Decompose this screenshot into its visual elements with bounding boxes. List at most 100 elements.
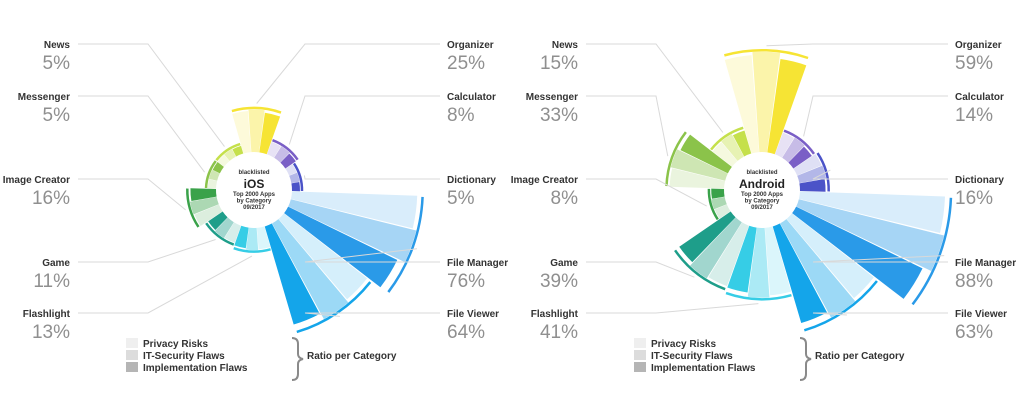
bar-game-security <box>214 217 234 239</box>
bar-dictionary-privacy <box>285 164 297 176</box>
bar-file-viewer-security <box>780 219 856 318</box>
bar-organizer-privacy <box>724 55 760 154</box>
bar-accent-game <box>674 249 726 291</box>
legend-swatch-implementation <box>126 362 138 372</box>
category-value-messenger: 33% <box>540 105 578 126</box>
category-value-flashlight: 13% <box>32 322 70 343</box>
category-label-flashlight: Flashlight <box>23 309 71 320</box>
leader-line-game <box>586 261 695 278</box>
bar-image-creator-privacy <box>194 204 223 226</box>
leader-line-game <box>78 239 216 263</box>
bar-organizer-implementation <box>767 59 807 155</box>
bar-file-viewer-privacy <box>786 213 874 299</box>
leader-line-organizer <box>256 43 440 104</box>
bar-news-privacy <box>712 142 738 167</box>
bar-organizer-security <box>752 51 781 153</box>
category-value-file-viewer: 64% <box>447 322 485 343</box>
bar-flashlight-implementation <box>727 225 757 293</box>
leader-line-news <box>78 43 225 147</box>
bar-messenger-implementation <box>212 161 224 174</box>
center-circle <box>726 154 798 226</box>
leader-line-flashlight <box>586 303 759 314</box>
bar-messenger-implementation <box>680 134 732 174</box>
center-title: Android <box>739 177 785 191</box>
center-line: 09/2017 <box>751 205 773 211</box>
legend-label-security: IT-Security Flaws <box>651 351 733 362</box>
bar-news-security <box>224 149 236 161</box>
category-value-image-creator: 16% <box>32 188 70 209</box>
leader-line-image-creator <box>78 178 186 211</box>
category-value-flashlight: 41% <box>540 322 578 343</box>
bar-accent-news <box>710 126 744 151</box>
category-label-messenger: Messenger <box>526 92 578 103</box>
center-line: by Category <box>237 199 272 205</box>
legend-label-privacy: Privacy Risks <box>651 339 716 350</box>
category-label-organizer: Organizer <box>447 40 494 51</box>
bar-messenger-security <box>670 149 728 181</box>
category-label-calculator: Calculator <box>447 92 496 103</box>
bar-file-manager-implementation <box>792 206 923 299</box>
category-value-dictionary: 16% <box>955 188 993 209</box>
legend-brace <box>291 337 304 381</box>
bar-image-creator-implementation <box>190 188 217 202</box>
category-label-file-manager: File Manager <box>447 258 508 269</box>
bar-accent-image-creator <box>707 188 719 221</box>
legend-label-implementation: Implementation Flaws <box>651 363 756 374</box>
category-value-organizer: 25% <box>447 53 485 74</box>
bar-file-viewer-security <box>272 219 349 320</box>
leader-line-news <box>586 43 724 133</box>
leader-line-organizer <box>766 43 948 47</box>
bar-flashlight-privacy <box>764 226 792 296</box>
category-value-calculator: 8% <box>447 105 475 126</box>
bar-organizer-security <box>248 109 265 153</box>
bar-accent-organizer <box>724 48 809 60</box>
legend-ios: Privacy Risks IT-Security Flaws Implemen… <box>126 337 397 381</box>
bar-accent-image-creator <box>186 188 200 228</box>
legend-swatch-privacy <box>126 338 138 348</box>
category-value-news: 5% <box>43 53 71 74</box>
bar-calculator-privacy <box>775 132 794 158</box>
bar-accent-news <box>215 142 241 162</box>
bar-game-privacy <box>708 222 749 287</box>
bar-messenger-privacy <box>207 179 218 189</box>
category-value-calculator: 14% <box>955 105 993 126</box>
bar-file-viewer-implementation <box>772 223 828 324</box>
center-line: 09/2017 <box>243 205 265 211</box>
category-label-news: News <box>552 40 579 51</box>
bar-organizer-privacy <box>232 111 252 154</box>
leader-line-file-viewer <box>812 312 948 316</box>
category-value-image-creator: 8% <box>551 188 579 209</box>
category-value-file-viewer: 63% <box>955 322 993 343</box>
bar-dictionary-privacy <box>793 154 822 176</box>
bar-image-creator-security <box>189 196 219 215</box>
bar-accent-file-manager <box>387 196 424 293</box>
category-label-news: News <box>44 40 71 51</box>
bar-news-privacy <box>217 154 230 167</box>
center-line: Top 2000 Apps <box>233 192 276 198</box>
category-label-file-viewer: File Viewer <box>447 309 499 320</box>
legend-ratio-label: Ratio per Category <box>815 351 905 362</box>
category-label-calculator: Calculator <box>955 92 1004 103</box>
category-label-game: Game <box>550 258 578 269</box>
bar-accent-dictionary <box>816 152 830 192</box>
bar-calculator-privacy <box>267 141 281 158</box>
leader-line-flashlight <box>78 255 253 314</box>
bar-calculator-security <box>274 146 290 163</box>
category-label-flashlight: Flashlight <box>531 309 579 320</box>
bar-accent-organizer <box>231 106 282 114</box>
category-value-dictionary: 5% <box>447 188 475 209</box>
category-label-file-manager: File Manager <box>955 258 1016 269</box>
category-label-game: Game <box>42 258 70 269</box>
bar-news-implementation <box>232 145 244 157</box>
bar-messenger-privacy <box>669 168 726 189</box>
category-label-image-creator: Image Creator <box>511 175 578 186</box>
bar-accent-file-viewer <box>803 280 878 332</box>
leader-line-file-manager <box>812 255 948 263</box>
bar-image-creator-privacy <box>714 204 731 219</box>
bar-image-creator-security <box>711 196 727 210</box>
bar-file-manager-implementation <box>284 206 398 288</box>
bar-image-creator-implementation <box>711 188 725 199</box>
center-line: Top 2000 Apps <box>741 192 784 198</box>
leader-line-image-creator <box>586 178 707 207</box>
